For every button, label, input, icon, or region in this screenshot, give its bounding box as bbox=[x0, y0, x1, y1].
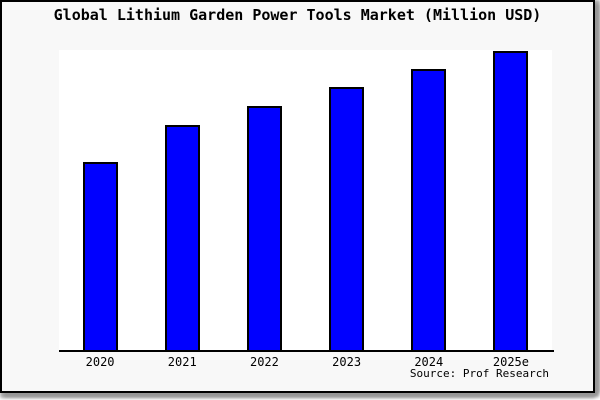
bar-2023 bbox=[329, 87, 365, 350]
bar-slot-2024 bbox=[388, 50, 470, 350]
bar-2020 bbox=[82, 162, 118, 350]
bar-slot-2022 bbox=[223, 50, 305, 350]
x-tick-label-2025e: 2025e bbox=[492, 355, 529, 369]
x-axis-labels: 2020 2021 2022 2023 2024 2025e bbox=[59, 355, 552, 369]
bar-slot-2021 bbox=[141, 50, 223, 350]
x-tick-label-2022: 2022 bbox=[249, 355, 279, 369]
x-tick-label-2024: 2024 bbox=[414, 355, 444, 369]
bar-slot-2020 bbox=[59, 50, 141, 350]
x-tick-label-2020: 2020 bbox=[85, 355, 115, 369]
x-axis-line bbox=[59, 350, 554, 352]
bar-slot-2023 bbox=[306, 50, 388, 350]
x-tick-label-2021: 2021 bbox=[167, 355, 197, 369]
source-credit: Source: Prof Research bbox=[409, 367, 549, 380]
bar-slot-2025e bbox=[470, 50, 552, 350]
bar-2024 bbox=[411, 69, 447, 350]
bars-container bbox=[59, 50, 552, 350]
chart-title: Global Lithium Garden Power Tools Market… bbox=[53, 6, 542, 24]
plot-area bbox=[59, 50, 552, 350]
bar-2022 bbox=[246, 106, 282, 350]
x-tick-label-2023: 2023 bbox=[332, 355, 362, 369]
bar-2021 bbox=[164, 125, 200, 350]
bar-2025e bbox=[493, 51, 529, 350]
chart-frame: Global Lithium Garden Power Tools Market… bbox=[0, 0, 595, 393]
